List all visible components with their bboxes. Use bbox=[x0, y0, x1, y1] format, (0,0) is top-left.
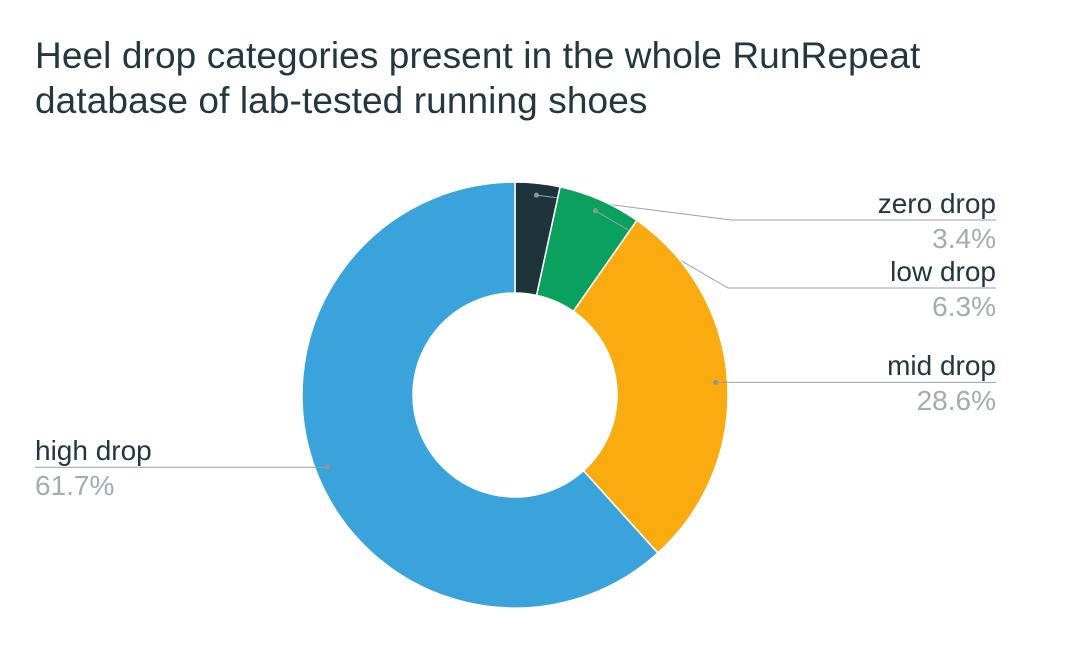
callout-low-drop: low drop 6.3% bbox=[890, 258, 996, 321]
chart-title: Heel drop categories present in the whol… bbox=[35, 35, 921, 121]
slice-label-percent: 61.7% bbox=[35, 470, 115, 501]
slice-label-name: zero drop bbox=[877, 188, 996, 219]
slice-label-name: mid drop bbox=[887, 350, 996, 381]
callout-high-drop: high drop 61.7% bbox=[35, 437, 152, 500]
slice-high-drop[interactable] bbox=[301, 181, 659, 609]
leader-dot-zero-drop bbox=[533, 192, 539, 198]
leader-dot-mid-drop bbox=[713, 379, 719, 385]
callout-zero-drop: zero drop 3.4% bbox=[878, 190, 996, 253]
slice-label-name: high drop bbox=[35, 435, 152, 466]
callout-mid-drop: mid drop 28.6% bbox=[887, 352, 996, 415]
slice-mid-drop[interactable] bbox=[572, 219, 729, 555]
slice-label-percent: 28.6% bbox=[916, 385, 996, 416]
slice-label-percent: 6.3% bbox=[932, 291, 996, 322]
slice-label-percent: 3.4% bbox=[932, 223, 996, 254]
slice-label-name: low drop bbox=[890, 256, 996, 287]
leader-dot-low-drop bbox=[592, 208, 598, 214]
leader-dot-high-drop bbox=[324, 464, 330, 470]
